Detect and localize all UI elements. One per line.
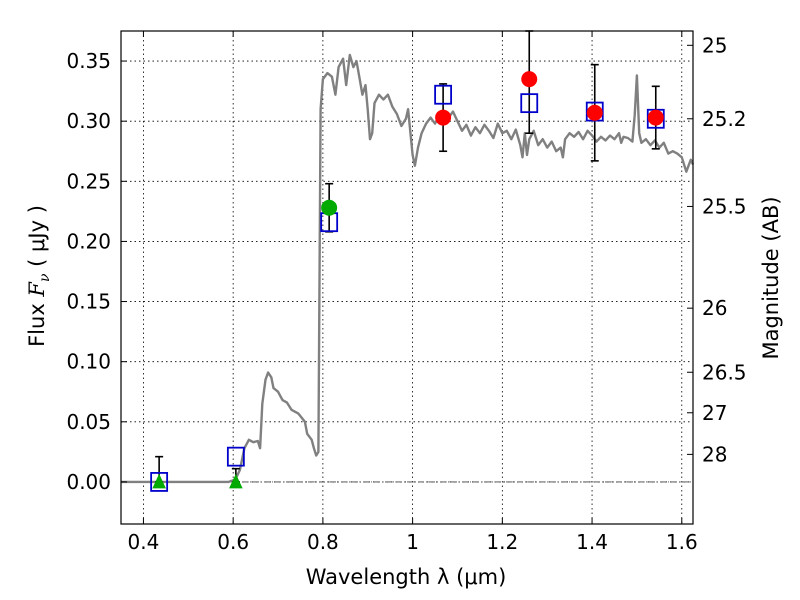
plot-area xyxy=(121,30,695,492)
right-tick-label: 27 xyxy=(702,401,727,425)
observed-circle-marker xyxy=(586,104,603,121)
model-square-marker xyxy=(226,446,245,467)
y-tick-label: 0.15 xyxy=(66,290,111,314)
model-square-marker xyxy=(434,84,453,105)
x-axis-label: Wavelength λ (μm) xyxy=(306,565,507,589)
upper-limit-triangle-marker xyxy=(229,473,243,489)
grid-lines xyxy=(121,31,693,524)
model-square-marker xyxy=(520,93,539,114)
right-tick-label: 28 xyxy=(702,442,727,466)
y-tick-label: 0.10 xyxy=(66,350,111,374)
right-tick-label: 25.5 xyxy=(702,194,747,218)
y-axis-label-f: F xyxy=(25,281,49,298)
observed-circle-marker xyxy=(647,109,664,126)
y-axis-label-prefix: Flux xyxy=(25,297,49,347)
y-tick-label: 0.05 xyxy=(66,410,111,434)
y-tick-label: 0.25 xyxy=(66,169,111,193)
axes-frame xyxy=(120,30,694,525)
right-tick-label: 25.2 xyxy=(702,107,747,131)
upper-limit-triangle-marker xyxy=(152,473,166,489)
x-tick-label: 0.6 xyxy=(217,530,249,554)
right-tick-label: 25 xyxy=(702,33,727,57)
y-axis-label-nu: ν xyxy=(37,273,53,282)
y-axis-label: Flux Fν ( μJy ) xyxy=(25,205,53,347)
y-tick-label: 0.30 xyxy=(66,109,111,133)
x-tick-label: 1.2 xyxy=(486,530,518,554)
y-tick-label: 0.20 xyxy=(66,229,111,253)
spectrum-line xyxy=(121,53,695,484)
observed-circle-marker xyxy=(435,109,452,126)
y-tick-label: 0.00 xyxy=(66,470,111,494)
y-axis-label-suffix: ( μJy ) xyxy=(25,205,49,273)
observed-circle-marker xyxy=(521,71,538,88)
model-square-marker xyxy=(150,472,169,492)
x-tick-label: 1.4 xyxy=(576,530,608,554)
observed-circle-marker xyxy=(321,199,338,216)
x-tick-label: 1 xyxy=(406,530,419,554)
right-axis-label: Magnitude (AB) xyxy=(759,196,783,359)
y-tick-label: 0.35 xyxy=(66,49,111,73)
x-tick-label: 0.4 xyxy=(128,530,160,554)
x-tick-label: 0.8 xyxy=(307,530,339,554)
right-tick-label: 26 xyxy=(702,296,727,320)
x-tick-label: 1.6 xyxy=(666,530,698,554)
axis-ticks: 0.4 0.6 0.8 1 1.2 1.4 1.6 0.00 0.05 0.10 0.15 0.20 0… xyxy=(66,31,747,554)
right-tick-label: 26.5 xyxy=(702,360,747,384)
